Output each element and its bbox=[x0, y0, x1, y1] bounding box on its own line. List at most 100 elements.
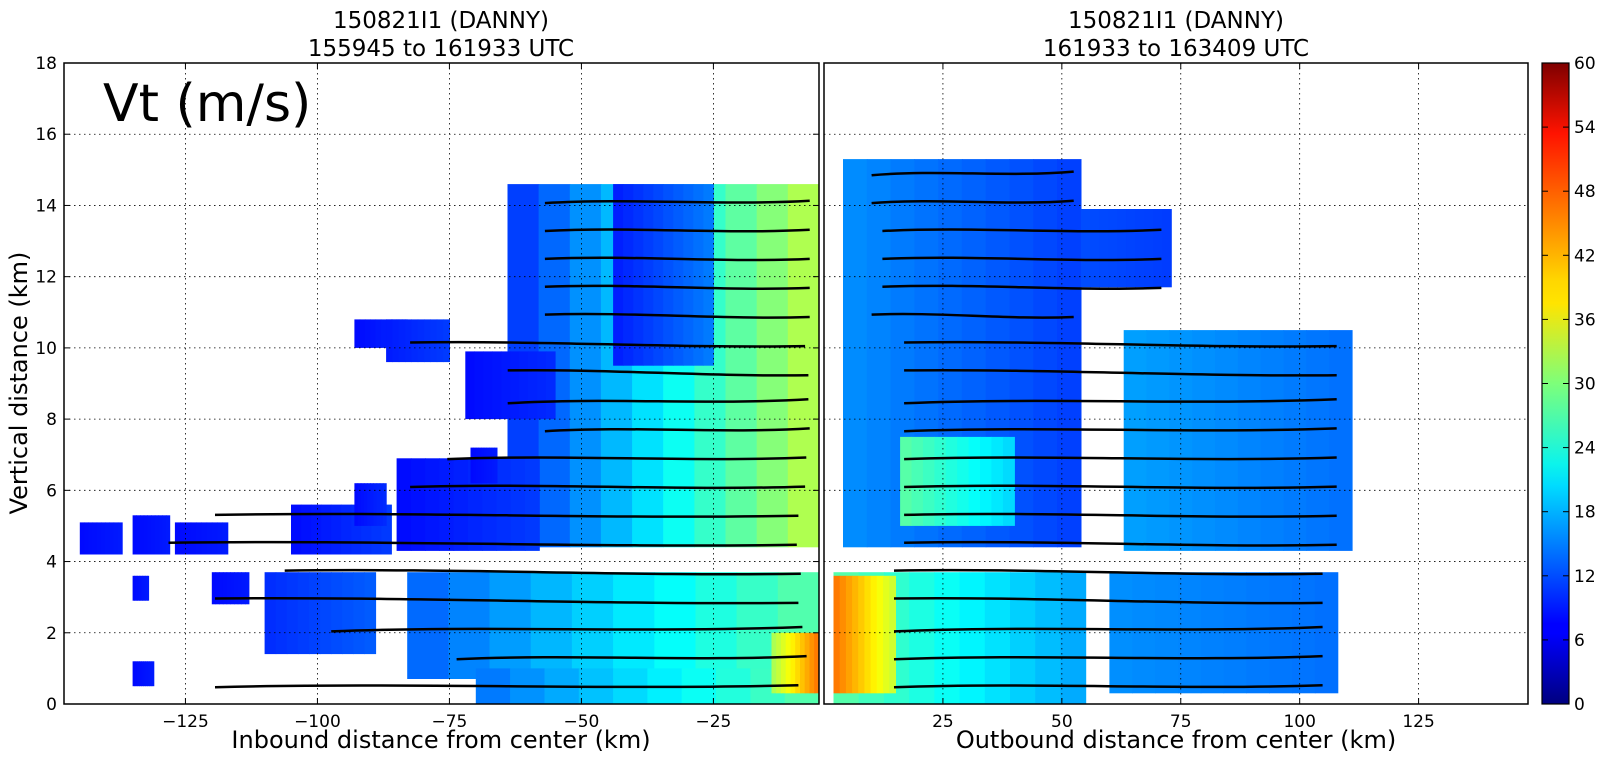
heatmap-cell bbox=[381, 504, 392, 555]
heatmap-cell bbox=[870, 575, 878, 694]
heatmap-region bbox=[386, 319, 450, 363]
heatmap-region bbox=[291, 504, 392, 555]
heatmap-region bbox=[354, 483, 387, 526]
heatmap-cell bbox=[386, 319, 393, 363]
heatmap-region bbox=[407, 572, 819, 679]
x-tick-label: −125 bbox=[162, 712, 209, 732]
heatmap-cell bbox=[143, 575, 146, 601]
heatmap-cell bbox=[945, 436, 958, 526]
heatmap-cell bbox=[470, 447, 474, 484]
heatmap-cell bbox=[683, 184, 694, 366]
heatmap-cell bbox=[643, 184, 654, 366]
heatmap-cell bbox=[1002, 436, 1015, 526]
heatmap-cell bbox=[519, 351, 529, 420]
outbound-title-line1: 150821I1 (DANNY) bbox=[1068, 8, 1284, 34]
heatmap-cell bbox=[980, 436, 992, 526]
heatmap-cell bbox=[771, 632, 777, 694]
heatmap-cell bbox=[1283, 330, 1307, 551]
heatmap-cell bbox=[140, 515, 145, 555]
outbound-heatmap bbox=[833, 159, 1353, 704]
heatmap-cell bbox=[1035, 572, 1061, 704]
heatmap-cell bbox=[371, 504, 382, 555]
outbound-frame bbox=[823, 62, 1529, 705]
heatmap-cell bbox=[222, 522, 229, 555]
heatmap-cell bbox=[911, 436, 924, 526]
heatmap-cell bbox=[654, 572, 697, 679]
y-tick-label: 16 bbox=[35, 125, 57, 145]
streamline bbox=[214, 512, 799, 518]
heatmap-cell bbox=[140, 575, 143, 601]
heatmap-cell bbox=[501, 351, 511, 420]
heatmap-cell bbox=[1306, 330, 1330, 551]
heatmap-cell bbox=[359, 319, 366, 348]
inbound-x-ticks: −125 −100 −75 −50 −25 bbox=[162, 63, 731, 732]
heatmap-cell bbox=[1153, 209, 1163, 288]
heatmap-cell bbox=[162, 515, 167, 555]
heatmap-cell bbox=[1098, 209, 1109, 288]
heatmap-cell bbox=[143, 661, 146, 687]
inbound-frame bbox=[63, 62, 820, 705]
streamline bbox=[893, 568, 1323, 576]
heatmap-cell bbox=[367, 483, 371, 526]
heatmap-cell bbox=[364, 572, 377, 655]
heatmap-cell bbox=[380, 319, 387, 348]
y-tick-label: 8 bbox=[46, 410, 57, 430]
colorbar-tick-label: 54 bbox=[1574, 118, 1596, 138]
heatmap-cell bbox=[405, 319, 412, 363]
outbound-title-line2: 161933 to 163409 UTC bbox=[1043, 36, 1309, 62]
heatmap-region bbox=[900, 436, 1015, 526]
heatmap-cell bbox=[321, 504, 332, 555]
heatmap-cell bbox=[351, 504, 362, 555]
heatmap-cell bbox=[425, 458, 440, 551]
streamline bbox=[904, 540, 1337, 547]
heatmap-cell bbox=[693, 184, 704, 366]
heatmap-cell bbox=[613, 184, 624, 366]
heatmap-cell bbox=[494, 447, 498, 484]
streamline bbox=[904, 340, 1337, 348]
heatmap-region bbox=[1123, 330, 1353, 551]
heatmap-cell bbox=[215, 572, 220, 605]
heatmap-cell bbox=[1135, 209, 1145, 288]
heatmap-cell bbox=[264, 572, 277, 655]
heatmap-cell bbox=[154, 515, 160, 555]
colorbar-tick-label: 0 bbox=[1574, 695, 1585, 715]
heatmap-cell bbox=[96, 522, 102, 555]
heatmap-cell bbox=[781, 632, 787, 694]
colorbar-tick-label: 36 bbox=[1574, 310, 1596, 330]
streamline bbox=[214, 596, 799, 605]
heatmap-cell bbox=[1109, 572, 1133, 694]
heatmap-cell bbox=[474, 351, 484, 420]
streamline bbox=[544, 199, 810, 205]
streamline bbox=[168, 540, 797, 547]
streamline bbox=[284, 568, 801, 576]
heatmap-cell bbox=[537, 351, 547, 420]
heatmap-cell bbox=[483, 351, 493, 420]
heatmap-region bbox=[132, 515, 171, 555]
heatmap-cell bbox=[354, 483, 359, 526]
y-tick-label: 2 bbox=[46, 624, 57, 644]
heatmap-cell bbox=[546, 351, 556, 420]
heatmap-cell bbox=[876, 575, 884, 694]
streamline bbox=[544, 256, 810, 262]
heatmap-cell bbox=[725, 184, 758, 548]
heatmap-cell bbox=[491, 447, 495, 484]
heatmap-cell bbox=[147, 661, 151, 687]
outbound-panel: 25 50 75 100 125 150821I1 (DANNY) 161933 to … bbox=[823, 8, 1529, 754]
heatmap-cell bbox=[180, 522, 187, 555]
heatmap-cell bbox=[136, 515, 141, 555]
y-tick-label: 6 bbox=[46, 481, 57, 501]
streamline bbox=[893, 625, 1323, 633]
outbound-gridlines bbox=[824, 63, 1528, 704]
heatmap-cell bbox=[653, 184, 664, 366]
heatmap-cell bbox=[909, 572, 935, 704]
streamline bbox=[544, 228, 810, 233]
colorbar-tick-label: 30 bbox=[1574, 375, 1596, 395]
heatmap-region bbox=[833, 575, 896, 694]
heatmap-cell bbox=[291, 504, 302, 555]
heatmap-cell bbox=[1080, 209, 1091, 288]
heatmap-cell bbox=[320, 572, 332, 655]
heatmap-cell bbox=[486, 447, 490, 484]
heatmap-cell bbox=[237, 572, 242, 605]
colorbar-ticks: 0 6 12 18 24 30 36 42 48 54 60 bbox=[1542, 54, 1596, 715]
heatmap-cell bbox=[211, 522, 218, 555]
